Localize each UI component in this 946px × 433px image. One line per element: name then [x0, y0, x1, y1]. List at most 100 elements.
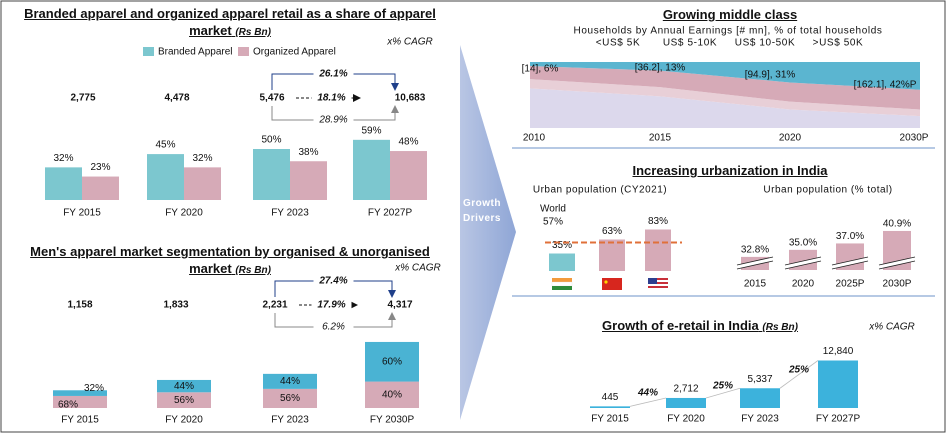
- value-label: 40.9%: [883, 219, 911, 230]
- note: x% CAGR: [394, 263, 441, 274]
- value-label: 2,712: [673, 384, 698, 395]
- x-tick-label: FY 2023: [271, 415, 309, 426]
- legend-swatch: [143, 47, 154, 56]
- subtitle: Households by Annual Earnings [# mn], % …: [574, 26, 883, 37]
- area: [530, 65, 920, 110]
- bar: [82, 176, 119, 200]
- legend-label: US$ 10-50K: [735, 38, 795, 49]
- legend-label: US$ 5-10K: [663, 38, 717, 49]
- x-tick-label: 2030P: [883, 279, 912, 290]
- axis-break: [878, 260, 916, 270]
- value-label: 50%: [261, 135, 281, 146]
- axis-break: [831, 257, 869, 269]
- x-tick-label: FY 2023: [271, 208, 309, 219]
- cagr-label: 26.1%: [318, 69, 347, 80]
- x-tick-label: 2015: [649, 133, 672, 144]
- title-text: Growth of e-retail in India: [602, 318, 759, 333]
- x-tick-label: 2010: [523, 133, 546, 144]
- title-unit: (Rs Bn): [235, 265, 271, 276]
- x-tick-label: 2020: [779, 133, 802, 144]
- title-text: Men's apparel market segmentation by org…: [30, 244, 430, 276]
- axis-break: [784, 257, 822, 269]
- chart-title: Increasing urbanization in India: [632, 163, 828, 178]
- bar-segment: [53, 395, 107, 408]
- cagr-label: 25%: [788, 365, 809, 376]
- axis-break: [878, 256, 916, 266]
- legend-label: Branded Apparel: [158, 47, 233, 58]
- annotation: [94.9], 31%: [745, 70, 796, 81]
- note: x% CAGR: [868, 322, 915, 333]
- total-label: 4,478: [164, 93, 189, 104]
- bar-segment: [263, 373, 317, 389]
- x-tick-label: FY 2020: [667, 414, 705, 425]
- chart-title: Growth of e-retail in India (Rs Bn): [520, 317, 880, 336]
- axis-break: [878, 257, 916, 269]
- legend-label: <US$ 5K: [596, 38, 641, 49]
- value-label: 56%: [280, 393, 300, 404]
- x-tick-label: FY 2023: [741, 414, 779, 425]
- cagr-label: 27.4%: [318, 276, 347, 287]
- label-bg: [311, 91, 352, 105]
- label-bg: [313, 113, 354, 127]
- x-tick-label: 2020: [792, 279, 815, 290]
- value-label: 48%: [398, 137, 418, 148]
- total-label: 2,775: [70, 93, 95, 104]
- value-label: 32%: [84, 383, 104, 394]
- bar: [147, 154, 184, 200]
- value-label: 445: [602, 392, 619, 403]
- value-label: 12,840: [823, 346, 854, 357]
- note: x% CAGR: [386, 37, 433, 48]
- axis-break: [736, 260, 774, 270]
- value-label: 38%: [298, 147, 318, 158]
- bar: [290, 161, 327, 200]
- area: [530, 88, 920, 128]
- subtitle: Urban population (% total): [763, 185, 892, 196]
- bar: [590, 406, 630, 408]
- bar: [390, 151, 427, 200]
- title-unit: (Rs Bn): [235, 27, 271, 38]
- value-label: 37.0%: [836, 231, 864, 242]
- total-label: 2,231: [262, 300, 287, 311]
- value-label: 5,337: [747, 374, 772, 385]
- value-label: 23%: [90, 162, 110, 173]
- flag-usa: [648, 278, 668, 290]
- total-label: 5,476: [259, 93, 284, 104]
- cagr-label: 18.1%: [317, 93, 345, 104]
- area: [530, 79, 920, 117]
- label-bg: [313, 67, 354, 81]
- axis-break: [736, 257, 774, 269]
- x-tick-label: FY 2015: [61, 415, 99, 426]
- bar: [818, 360, 858, 408]
- value-label: 63%: [602, 226, 622, 237]
- chart-title: Men's apparel market segmentation by org…: [30, 243, 430, 279]
- flag-india: [551, 278, 573, 290]
- x-tick-label: FY 2015: [591, 414, 629, 425]
- annotation: [36.2], 13%: [635, 63, 686, 74]
- area: [530, 62, 920, 90]
- value-label: 56%: [174, 395, 194, 406]
- legend-label: >US$ 50K: [813, 38, 864, 49]
- cagr-label: 6.2%: [322, 322, 345, 333]
- axis-break: [736, 256, 774, 266]
- cagr-label: 25%: [712, 381, 733, 392]
- value-label: 32%: [192, 153, 212, 164]
- label-bg: [311, 298, 352, 312]
- bar: [45, 167, 82, 200]
- chart-title: Growing middle class: [662, 7, 798, 22]
- connector: [779, 360, 819, 389]
- flag-china: [602, 278, 622, 290]
- cagr-label: 44%: [637, 388, 658, 399]
- bar: [184, 167, 221, 200]
- x-tick-label: FY 2027P: [368, 208, 413, 219]
- axis-break: [831, 260, 869, 270]
- legend-swatch: [238, 47, 249, 56]
- x-tick-label: FY 2015: [63, 208, 101, 219]
- axis-break: [784, 260, 822, 270]
- total-label: 1,158: [67, 300, 92, 311]
- value-label: 45%: [155, 140, 175, 151]
- total-label: 4,317: [387, 300, 412, 311]
- x-tick-label: FY 2020: [165, 208, 203, 219]
- axis-break: [831, 256, 869, 266]
